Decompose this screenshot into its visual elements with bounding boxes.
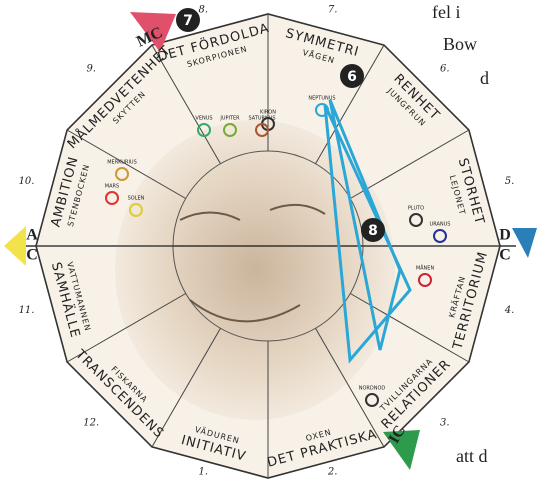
badge: 6 [347,69,357,85]
planet-label: URANUS [430,222,451,228]
badge: 8 [368,223,378,239]
house-number: 11. [19,305,35,316]
planet-label: MERKURIUS [107,160,137,166]
planet-label: PLUTO [408,206,424,212]
house-number: 1. [199,467,209,478]
house-number: 12. [83,417,99,428]
house-number: 9. [86,64,96,75]
dc-label: C [499,247,511,264]
page-text: att d [456,446,488,466]
ac-label: A [26,227,38,244]
house-number: 4. [504,305,515,316]
house-number: 5. [505,176,515,187]
house-number: 3. [440,417,450,428]
dc-label: D [499,227,511,244]
house-number: 8. [199,5,209,16]
planet-label: SATURNUS [248,116,275,122]
planet-label: NORDNOD [359,386,386,392]
page-text: fel i [432,2,461,22]
house-number: 2. [327,467,338,478]
planet-label: SOLEN [128,196,145,202]
page-text: d [480,68,489,88]
house-number: 6. [440,64,450,75]
planet-label: NEPTUNUS [308,96,335,102]
page-text: Bow [443,34,477,54]
house-number: 10. [19,176,35,187]
badge: 7 [183,13,193,29]
house-number: 7. [328,5,338,16]
page: 7 6 8 MC A C D C IC fel i Bow d att d DE… [0,0,537,480]
planet-label: MÅNEN [416,265,435,272]
planet-label: VENUS [195,116,212,122]
planet-label: JUPITER [219,116,240,122]
planet-label: MARS [105,184,119,190]
ac-label: C [26,247,38,264]
